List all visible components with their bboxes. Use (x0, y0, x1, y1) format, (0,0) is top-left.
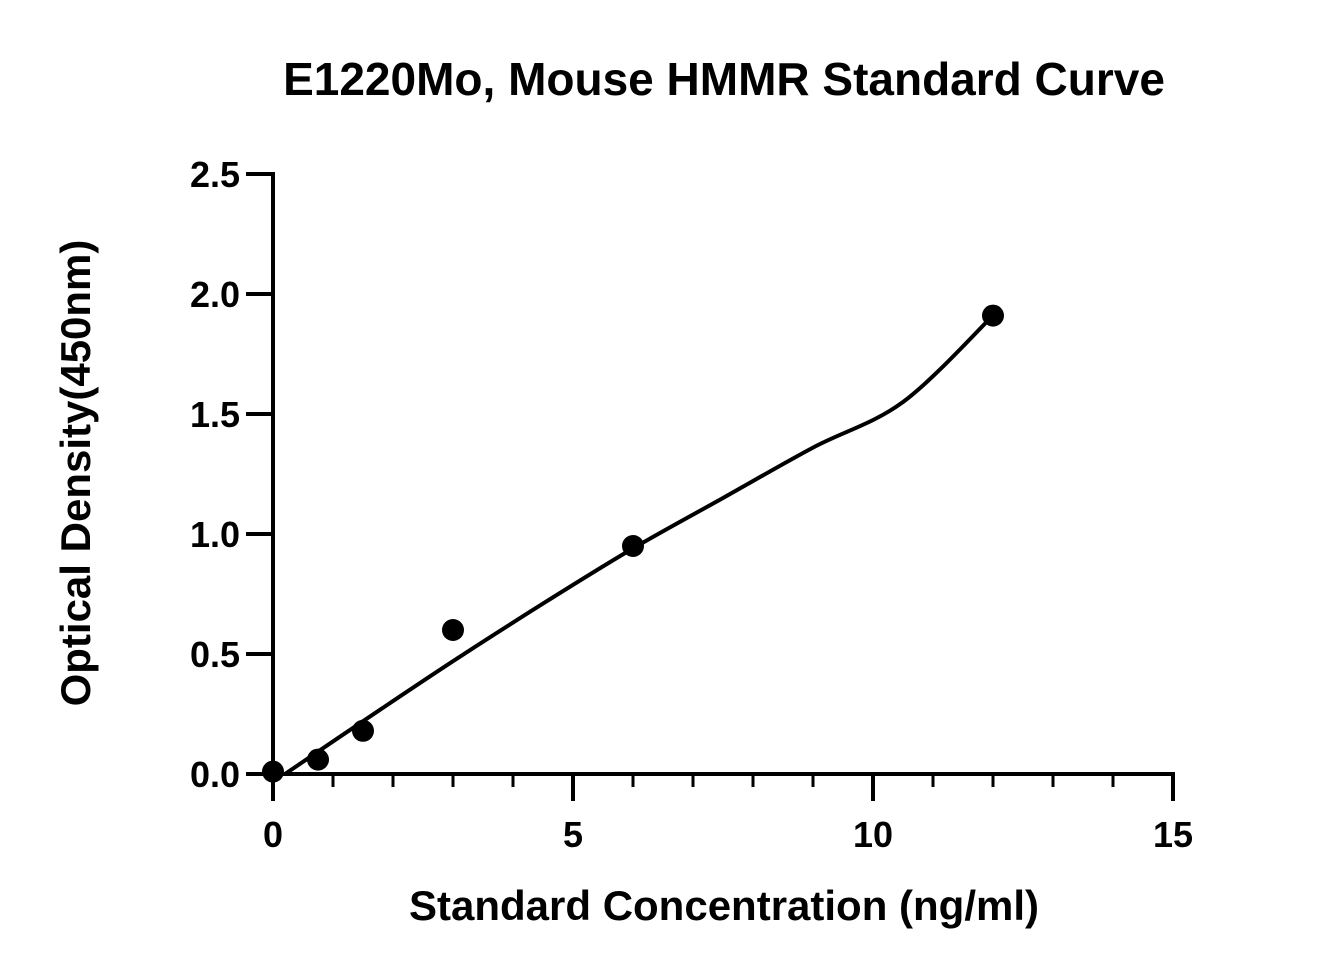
x-tick-label: 0 (263, 814, 283, 855)
x-tick-label: 15 (1153, 814, 1193, 855)
data-point (262, 760, 284, 783)
plot-area (262, 304, 1004, 783)
data-point (307, 748, 329, 771)
x-axis: 0 5 10 15 (263, 772, 1193, 855)
x-tick-label: 5 (563, 814, 583, 855)
data-point (622, 535, 644, 557)
data-point (982, 304, 1004, 327)
y-tick-label: 1.5 (190, 394, 240, 435)
y-axis: 0.0 0.5 1.0 1.5 2.0 2.5 (190, 154, 275, 795)
y-tick-label: 0.0 (190, 754, 240, 795)
y-tick-label: 2.0 (190, 274, 240, 315)
chart-title: E1220Mo, Mouse HMMR Standard Curve (283, 53, 1165, 105)
y-axis-label: Optical Density(450nm) (52, 240, 99, 707)
y-tick-label: 2.5 (190, 154, 240, 195)
data-point (352, 719, 374, 742)
x-tick-label: 10 (853, 814, 893, 855)
x-axis-label: Standard Concentration (ng/ml) (409, 882, 1039, 929)
y-tick-label: 1.0 (190, 514, 240, 555)
y-tick-label: 0.5 (190, 634, 240, 675)
data-point (442, 619, 464, 641)
